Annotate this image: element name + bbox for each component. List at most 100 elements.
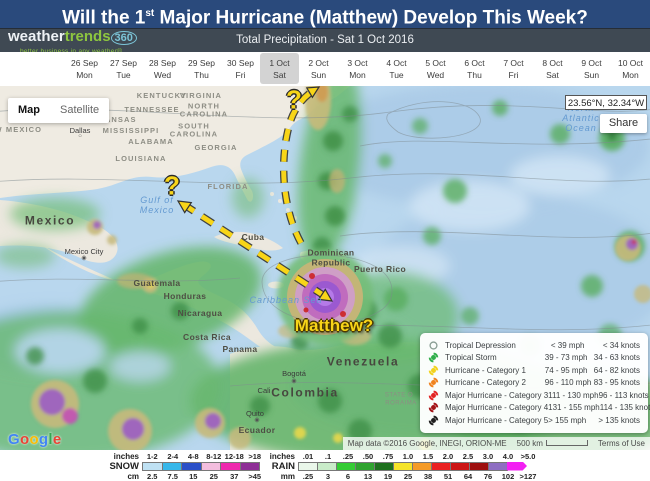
map-data-credit: Map data ©2016 Google, INEGI, ORION-ME: [347, 439, 507, 448]
date-cell[interactable]: 8 Oct Sat: [542, 58, 563, 80]
question-mark-label: ?: [164, 170, 180, 201]
rain-mm-value: .25: [302, 471, 314, 481]
rain-mm-value: 19: [383, 471, 393, 481]
snow-color-swatch: [142, 461, 163, 471]
map-attribution: Map data ©2016 Google, INEGI, ORION-ME 5…: [342, 437, 650, 450]
rain-inches-value: 3.0: [482, 451, 494, 461]
legend-mph-range: < 39 mph: [550, 340, 585, 350]
legend-mph-range: 74 - 95 mph: [544, 365, 588, 375]
legend-row: Hurricane - Category 2 96 - 110 mph 83 -…: [428, 377, 640, 390]
hurricane-icon: [428, 352, 439, 363]
map-view-button[interactable]: Map: [18, 104, 40, 116]
legend-knots-range: 64 - 82 knots: [593, 365, 640, 375]
legend-mph-range: 96 - 110 mph: [544, 378, 592, 388]
hurricane-matthew-rings: [277, 249, 373, 345]
question-mark-label: ?: [286, 86, 302, 115]
snow-color-swatch: [200, 461, 221, 471]
satellite-view-button[interactable]: Satellite: [60, 104, 100, 116]
legend-knots-range: > 135 knots: [598, 415, 640, 425]
rain-color-swatch: [450, 461, 470, 471]
snow-inches-value: 1-2: [146, 451, 158, 461]
rain-mm-value: 102: [501, 471, 515, 481]
logo-360-circle: 360: [110, 31, 137, 45]
snow-inches-value: 12-18: [224, 451, 244, 461]
tropical-depression-icon: [429, 341, 438, 350]
date-cell[interactable]: 28 Sep Wed: [149, 58, 176, 80]
date-cell[interactable]: 5 Oct Wed: [425, 58, 446, 80]
rain-mm-value: 6: [345, 471, 351, 481]
legend-row: Major Hurricane - Category 4 131 - 155 m…: [428, 402, 650, 415]
legend-category-name: Major Hurricane - Category 5: [445, 415, 549, 425]
date-cell[interactable]: 10 Oct Mon: [617, 58, 644, 80]
snow-color-swatch: [161, 461, 182, 471]
hurricane-icon: [428, 365, 439, 376]
legend-category-name: Tropical Storm: [445, 353, 497, 363]
date-cell[interactable]: 4 Oct Tue: [386, 58, 407, 80]
legend-knots-range: 96 - 113 knots: [598, 390, 649, 400]
legend-category-name: Major Hurricane - Category 4: [445, 403, 549, 413]
date-cell[interactable]: 9 Oct Sun: [581, 58, 602, 80]
date-strip: 26 Sep Mon 27 Sep Tue 28 Sep Wed 29 Sep …: [0, 52, 650, 86]
date-cell[interactable]: 3 Oct Mon: [347, 58, 368, 80]
rain-inches-value: 1.5: [422, 451, 434, 461]
coordinates-readout: 23.56°N, 32.34°W: [565, 95, 647, 110]
rain-label: RAIN: [271, 460, 295, 472]
date-cell[interactable]: 29 Sep Thu: [188, 58, 215, 80]
snow-cm-value: 2.5: [147, 471, 158, 481]
date-cell[interactable]: 26 Sep Mon: [71, 58, 98, 80]
hurricane-icon: [428, 415, 439, 426]
share-button[interactable]: Share: [600, 114, 647, 133]
rain-color-swatch: [431, 461, 451, 471]
legend-category-name: Major Hurricane - Category 3: [445, 390, 549, 400]
rain-mm-value: 38: [423, 471, 433, 481]
rain-mm-value: 64: [463, 471, 473, 481]
legend-category-name: Hurricane - Category 1: [445, 365, 526, 375]
storm-track-east-coast: [279, 86, 321, 245]
rain-color-swatch: [507, 461, 527, 471]
rain-color-swatch: [336, 461, 356, 471]
rain-scale: inches .01 .1 .25 .50 .75 1.0 1.5 2.0 2.5 3.0 4.0 >…: [262, 451, 538, 481]
rain-mm-value: 25: [403, 471, 413, 481]
snow-cm-value: 37: [230, 471, 239, 481]
terms-of-use-link[interactable]: Terms of Use: [597, 439, 645, 448]
rain-inches-value: 4.0: [502, 451, 514, 461]
rain-inches-value: .75: [382, 451, 394, 461]
legend-mph-range: 111 - 130 mph: [548, 390, 599, 400]
hurricane-icon: [428, 390, 439, 401]
legend-knots-range: < 34 knots: [602, 340, 640, 350]
date-cell[interactable]: 7 Oct Fri: [503, 58, 524, 80]
rain-mm-value: 3: [325, 471, 331, 481]
snow-cm-value: 7.5: [167, 471, 178, 481]
date-cell[interactable]: 1 Oct Sat: [260, 53, 299, 84]
snow-color-swatch: [181, 461, 202, 471]
snow-inches-value: >18: [248, 451, 262, 461]
legend-category-name: Hurricane - Category 2: [445, 378, 526, 388]
legend-category-name: Tropical Depression: [445, 340, 516, 350]
legend-row: Hurricane - Category 1 74 - 95 mph 64 - …: [428, 364, 640, 377]
hurricane-icon: [428, 402, 439, 413]
date-cell[interactable]: 2 Oct Sun: [308, 58, 329, 80]
date-cell[interactable]: 30 Sep Fri: [227, 58, 254, 80]
rain-inches-value: >5.0: [520, 451, 536, 461]
google-logo[interactable]: Google: [8, 431, 62, 448]
snow-color-swatch: [220, 461, 241, 471]
snow-color-swatch: [239, 461, 260, 471]
snow-unit-bottom: cm: [127, 471, 139, 481]
storm-category-legend: Tropical Depression < 39 mph < 34 knots …: [420, 333, 650, 433]
rain-color-swatch: [412, 461, 432, 471]
snow-cm-value: 15: [189, 471, 198, 481]
map-type-control: Map Satellite: [8, 98, 110, 123]
rain-inches-value: 2.0: [442, 451, 454, 461]
snow-inches-value: 8-12: [206, 451, 222, 461]
precip-scale-strip: inches 1-2 2-4 4-8 8-12 12-18 >18 SNOW cm 2.5…: [0, 450, 650, 481]
storm-name-label: Matthew?: [294, 316, 374, 335]
rain-inches-value: 1.0: [402, 451, 414, 461]
date-cell[interactable]: 27 Sep Tue: [110, 58, 137, 80]
rain-mm-value: 51: [443, 471, 453, 481]
date-cell[interactable]: 6 Oct Thu: [464, 58, 485, 80]
rain-mm-value: 13: [363, 471, 373, 481]
